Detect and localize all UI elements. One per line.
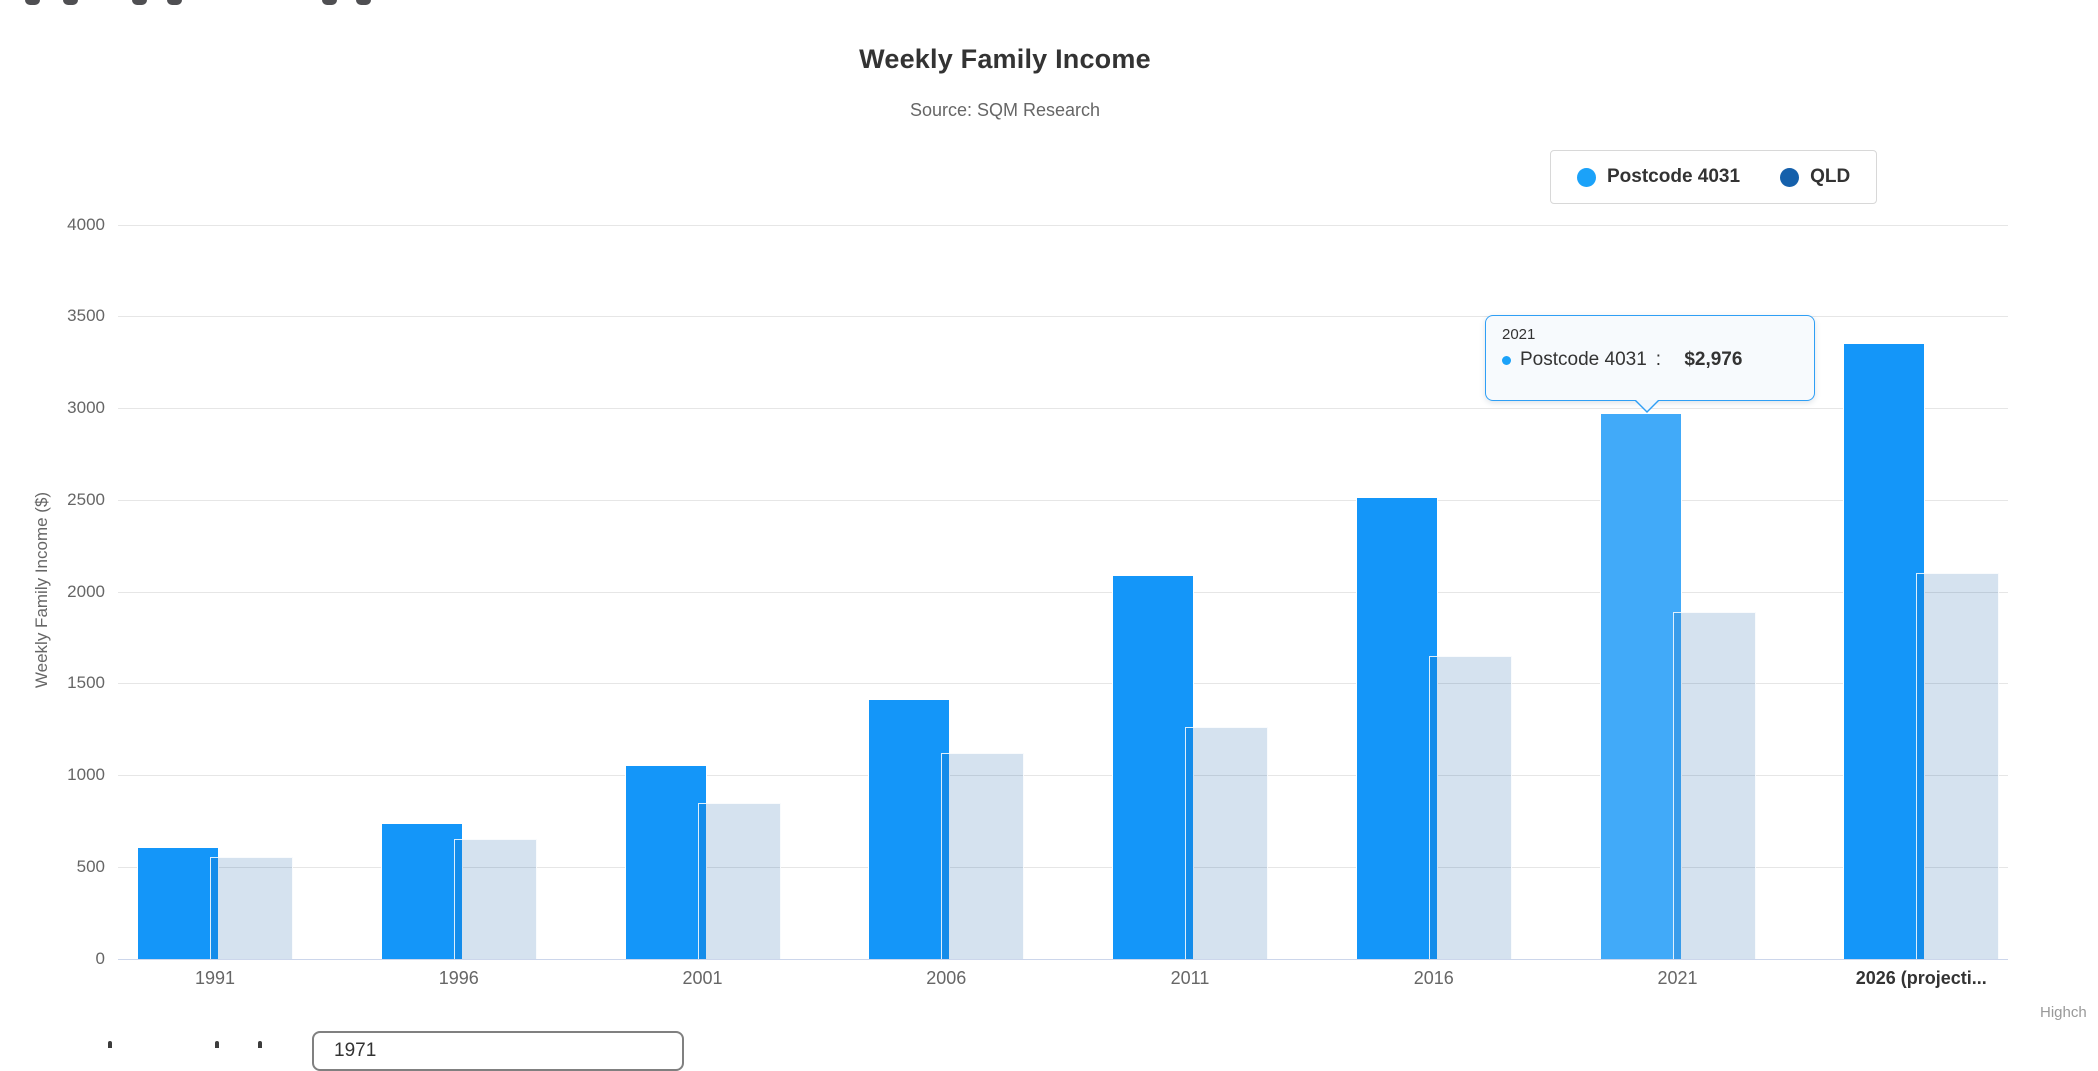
year-select-value: 1971 [334,1040,377,1061]
y-axis-tick-label: 4000 [67,214,105,234]
bar-qld-2016[interactable] [1428,655,1512,959]
y-axis-tick-label: 2500 [67,489,105,509]
year-select-dropdown[interactable]: 1971 [312,1031,684,1071]
legend-item-qld[interactable]: QLD [1780,166,1850,188]
chart-subtitle: Source: SQM Research [909,100,1101,120]
x-axis-tick-label: 2006 [926,968,967,988]
x-axis-tick-label: 1996 [438,968,479,988]
y-gridline [118,224,2008,226]
y-axis-tick-label: 1000 [67,765,105,785]
bar-postcode-4031-2026 (projecti...[interactable] [1843,342,1926,959]
legend-item-postcode-4031[interactable]: Postcode 4031 [1577,166,1740,188]
bar-postcode-4031-2001[interactable] [624,765,707,959]
y-axis-tick-label: 1500 [67,673,105,693]
y-gridline [118,683,2008,685]
y-axis-tick-label: 2000 [67,581,105,601]
legend-label-postcode-4031: Postcode 4031 [1607,166,1741,187]
legend-label-qld: QLD [1810,166,1851,187]
bar-postcode-4031-1996[interactable] [380,822,463,959]
bar-postcode-4031-2021[interactable] [1599,412,1682,959]
x-axis-tick-label: 2016 [1413,968,1454,988]
chart-title: Weekly Family Income [859,44,1151,74]
x-axis-tick-label: 1991 [194,968,236,988]
y-gridline [118,591,2008,593]
x-axis-tick-label: 2026 (projecti... [1855,968,1987,988]
tooltip-separator: : [1655,349,1662,370]
y-axis-tick-label: 500 [76,856,105,876]
bar-qld-2021[interactable] [1672,611,1756,959]
y-gridline [118,316,2008,318]
bar-postcode-4031-2006[interactable] [868,699,951,959]
weekly-family-income-chart: Weekly Family Income Source: SQM Researc… [25,0,2087,1071]
y-gridline [118,408,2008,410]
y-gridline [118,866,2008,868]
x-axis-tick-label: 2001 [682,968,723,988]
y-axis-tick-label: 0 [95,948,105,968]
y-gridline [118,499,2008,501]
tooltip-series-marker-icon [1502,355,1511,365]
bar-qld-2006[interactable] [941,752,1025,959]
bar-postcode-4031-2016[interactable] [1355,496,1438,959]
bar-qld-2001[interactable] [697,802,781,959]
x-axis-tick-label: 2021 [1657,968,1698,988]
bar-qld-1991[interactable] [210,856,293,959]
tooltip: 2021 Postcode 4031: $2,976 [1485,315,1815,413]
bar-qld-1996[interactable] [453,839,537,959]
x-axis-line [118,958,2008,960]
chart-legend: Postcode 4031 QLD [1550,150,1878,204]
y-axis-tick-label: 3500 [67,306,105,326]
bar-postcode-4031-1991[interactable] [137,847,219,959]
y-axis-tick-label: 3000 [67,398,105,418]
postcode-4031-series-marker-icon [1577,167,1596,187]
qld-series-marker-icon [1780,167,1800,187]
highcharts-credit-link[interactable]: Highch [2040,1004,2087,1021]
x-axis-tick-label: 2011 [1170,968,1210,988]
tooltip-value: $2,976 [1684,349,1743,370]
tooltip-category: 2021 [1502,326,1536,343]
bar-qld-2011[interactable] [1185,726,1268,959]
bar-qld-2026 (projecti...[interactable] [1916,572,2000,959]
bar-postcode-4031-2011[interactable] [1112,575,1194,959]
tooltip-series-name: Postcode 4031 [1520,349,1647,370]
y-gridline [118,775,2008,777]
